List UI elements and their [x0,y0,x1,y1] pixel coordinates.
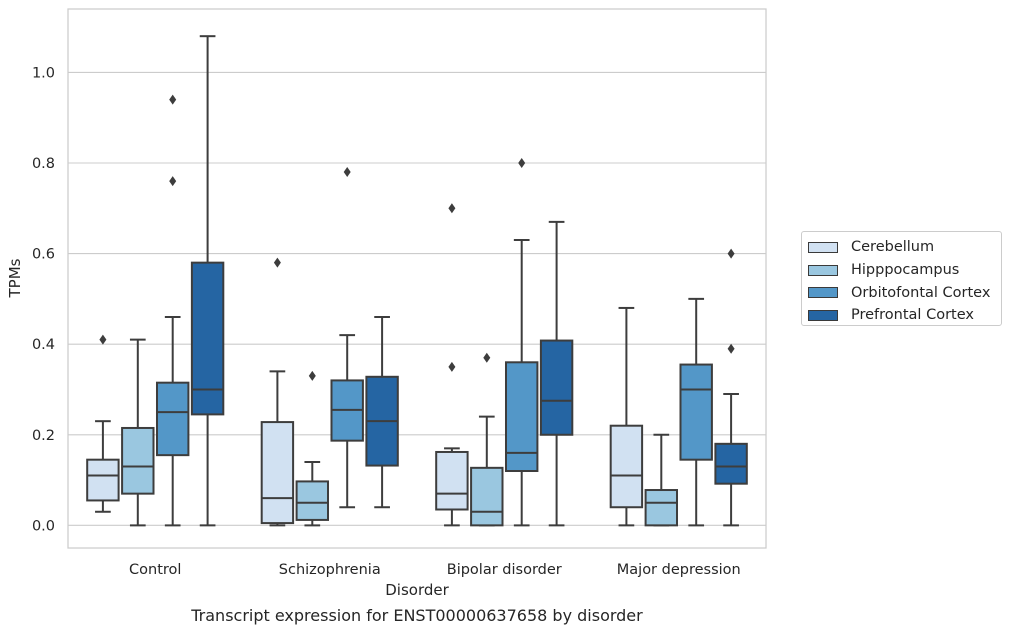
x-tick-label: Control [129,562,181,578]
outlier-point [483,352,491,363]
box-prefrontal-cortex-major-depression [714,248,748,527]
box-cerebellum-bipolar-disorder [435,203,469,527]
box-prefrontal-cortex-control [190,35,225,527]
figure-caption: Transcript expression for ENST0000063765… [191,606,643,625]
outlier-point [99,334,107,345]
outlier-point [448,203,456,214]
outlier-point [343,167,351,178]
legend-swatch-orbitofrontal-cortex [808,287,838,299]
box-body [679,363,713,461]
box-prefrontal-cortex-schizophrenia [365,316,399,509]
legend-swatch-prefrontal-cortex [808,309,838,321]
legend-label-prefrontal-cortex: Prefrontal Cortex [851,307,974,324]
box-body [470,466,504,527]
box-hipppocampus-control [121,338,155,527]
box-cerebellum-major-depression [609,306,644,527]
box-orbitofontal-cortex-major-depression [679,297,713,527]
outlier-point [169,94,177,105]
x-tick-label: Bipolar disorder [447,562,562,578]
legend: Cerebellum Hipppocampus Orbitofontal Cor… [801,231,1002,326]
box-body [155,381,190,457]
box-orbitofontal-cortex-schizophrenia [330,167,364,509]
y-tick-label: 0.4 [32,337,55,353]
box-hipppocampus-schizophrenia [295,370,330,527]
box-body [260,421,295,525]
outlier-point [727,248,735,259]
plot-area-frame [67,8,767,549]
outlier-point [448,361,456,372]
box-body [539,339,574,436]
box-prefrontal-cortex-bipolar-disorder [539,220,574,527]
box-body [435,450,469,511]
box-body [295,480,330,521]
boxes [86,35,748,527]
box-hipppocampus-bipolar-disorder [470,352,504,527]
legend-item-hippocampus: Hipppocampus [808,259,1001,282]
outlier-point [169,176,177,187]
x-axis-label: Disorder [385,581,449,599]
legend-item-prefrontal-cortex: Prefrontal Cortex [808,304,1001,327]
legend-label-cerebellum: Cerebellum [851,239,935,256]
outlier-point [308,370,316,381]
legend-label-hippocampus: Hipppocampus [851,262,960,279]
y-axis-label: TPMs [6,258,24,298]
box-body [609,424,644,509]
y-tick-label: 0.2 [32,428,55,444]
legend-label-orbitofrontal-cortex: Orbitofontal Cortex [851,284,991,301]
y-tick-label: 1.0 [32,65,55,81]
legend-item-orbitofrontal-cortex: Orbitofontal Cortex [808,281,1001,304]
x-tick-labels: Control Schizophrenia Bipolar disorder Majo… [129,562,741,578]
y-tick-label: 0.0 [32,518,55,534]
box-body [86,458,120,502]
box-body [504,361,539,473]
legend-swatch-cerebellum [808,241,838,253]
y-tick-label: 0.8 [32,156,55,172]
legend-item-cerebellum: Cerebellum [808,236,1001,259]
outlier-point [727,343,735,354]
box-body [644,489,679,527]
box-hipppocampus-major-depression [644,433,679,527]
outlier-point [518,158,526,168]
box-body [714,442,748,485]
box-orbitofontal-cortex-control [155,94,190,527]
y-tick-label: 0.6 [32,247,55,263]
x-tick-label: Schizophrenia [279,562,381,578]
outlier-point [273,257,281,268]
box-body [190,261,225,416]
y-tick-labels: 0.0 0.2 0.4 0.6 0.8 1.0 [32,65,55,534]
x-tick-label: Major depression [617,562,741,578]
legend-swatch-hippocampus [808,264,838,276]
box-body [121,426,155,495]
box-orbitofontal-cortex-bipolar-disorder [504,158,539,527]
box-cerebellum-control [86,334,120,513]
box-cerebellum-schizophrenia [260,257,295,527]
